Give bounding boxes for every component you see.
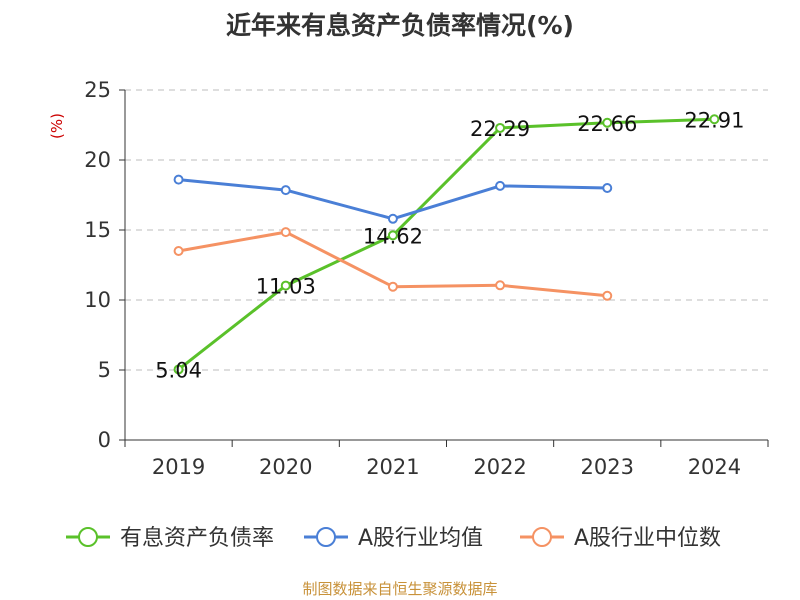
legend-item[interactable]: A股行业均值 bbox=[304, 526, 483, 551]
legend-marker bbox=[316, 527, 336, 547]
series-line bbox=[178, 178, 608, 221]
y-tick-label: 20 bbox=[84, 148, 111, 172]
source-note: 制图数据来自恒生聚源数据库 bbox=[302, 580, 498, 598]
data-labels: 5.04 11.03 14.62 22.29 22.66 22.91 bbox=[155, 108, 744, 382]
data-point bbox=[387, 230, 398, 241]
x-tick-label: 2019 bbox=[152, 455, 205, 479]
x-tick-label: 2024 bbox=[688, 455, 741, 479]
data-point bbox=[280, 227, 291, 238]
data-label: 14.62 bbox=[363, 224, 423, 248]
data-point bbox=[495, 280, 506, 291]
y-unit-label: (%) bbox=[48, 113, 66, 139]
data-point bbox=[602, 290, 613, 301]
axes: 0 5 10 15 20 25 (%) 2019 2020 2021 2022 2023 2024 bbox=[48, 78, 769, 479]
data-point bbox=[280, 185, 291, 196]
y-tick-label: 5 bbox=[98, 358, 111, 382]
data-point bbox=[173, 174, 184, 185]
y-tick-label: 10 bbox=[84, 288, 111, 312]
series-line bbox=[177, 117, 715, 371]
x-tick-label: 2021 bbox=[366, 455, 419, 479]
data-point bbox=[709, 114, 720, 125]
data-point bbox=[173, 364, 184, 375]
x-tick-label: 2022 bbox=[473, 455, 526, 479]
legend-label: 有息资产负债率 bbox=[120, 526, 274, 551]
data-point bbox=[602, 183, 613, 193]
legend-label: A股行业均值 bbox=[358, 526, 483, 551]
data-label: 5.04 bbox=[155, 358, 202, 382]
grid-lines bbox=[125, 89, 768, 371]
legend: 有息资产负债率 A股行业均值 A股行业中位数 bbox=[66, 526, 721, 551]
legend-marker bbox=[532, 527, 552, 547]
x-tick-label: 2023 bbox=[581, 455, 634, 479]
data-point bbox=[495, 122, 506, 133]
y-tick-label: 25 bbox=[84, 78, 111, 102]
y-tick-label: 0 bbox=[98, 428, 111, 452]
data-label: 22.66 bbox=[577, 112, 637, 136]
data-point bbox=[387, 281, 398, 292]
x-tick-label: 2020 bbox=[259, 455, 312, 479]
legend-item[interactable]: A股行业中位数 bbox=[520, 526, 721, 551]
data-point bbox=[280, 280, 291, 291]
data-point bbox=[602, 117, 613, 128]
chart-title: 近年来有息资产负债率情况(%) bbox=[226, 11, 574, 40]
legend-marker bbox=[78, 527, 98, 547]
data-point bbox=[173, 246, 184, 256]
y-tick-label: 15 bbox=[84, 218, 111, 242]
data-label: 22.91 bbox=[684, 108, 744, 132]
data-point bbox=[495, 180, 506, 191]
series-lines bbox=[173, 114, 720, 375]
data-label: 22.29 bbox=[470, 117, 530, 141]
legend-label: A股行业中位数 bbox=[574, 526, 721, 551]
legend-item[interactable]: 有息资产负债率 bbox=[66, 526, 274, 551]
data-point bbox=[387, 213, 398, 224]
data-label: 11.03 bbox=[256, 275, 316, 299]
